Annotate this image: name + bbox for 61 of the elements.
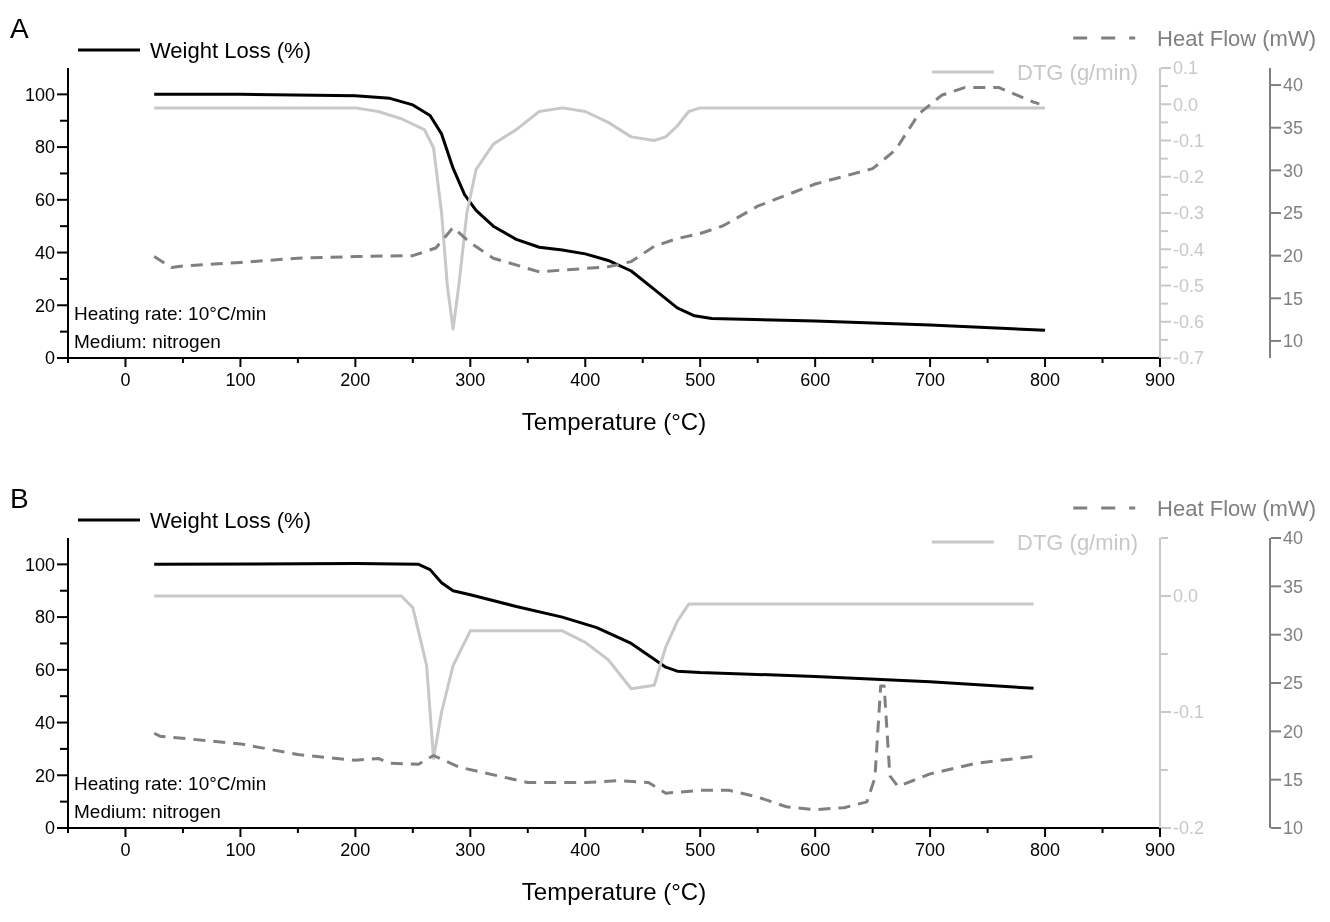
y3-tick-label: 20 xyxy=(1283,721,1304,742)
x-tick-label: 100 xyxy=(225,840,256,860)
x-tick-label: 800 xyxy=(1030,370,1061,390)
x-tick-label: 800 xyxy=(1030,840,1061,860)
line-series xyxy=(152,86,1041,274)
x-tick-label: 700 xyxy=(915,370,946,390)
x-tick-label: 900 xyxy=(1144,370,1176,390)
y-tick-label: 60 xyxy=(34,190,55,211)
x-tick-label: 500 xyxy=(685,370,716,390)
y3-tick-label: 25 xyxy=(1283,673,1304,694)
y3-tick-label: 10 xyxy=(1283,818,1304,839)
y-tick-label: 40 xyxy=(34,242,55,263)
y-tick-label: 0 xyxy=(44,348,55,369)
x-tick-label: 100 xyxy=(225,370,256,390)
x-tick-label: 600 xyxy=(800,840,831,860)
line-series xyxy=(152,594,1036,760)
y-tick-label: 60 xyxy=(34,660,55,681)
y3-tick-label: 40 xyxy=(1283,528,1304,549)
x-tick-label: 200 xyxy=(340,840,371,860)
annotation: Heating rate: 10°C/min xyxy=(74,303,267,324)
y3-tick-label: 20 xyxy=(1283,245,1304,266)
y-tick-label: 80 xyxy=(34,137,55,158)
y-tick-label: 100 xyxy=(24,554,55,575)
x-tick-label: 0 xyxy=(120,840,131,860)
x-tick-label: 400 xyxy=(570,840,601,860)
legend-label: Weight Loss (%) xyxy=(150,38,311,63)
x-tick-label: 300 xyxy=(455,370,486,390)
y3-tick-label: 30 xyxy=(1283,624,1304,645)
x-tick-label: 500 xyxy=(685,840,716,860)
x-tick-label: 900 xyxy=(1144,840,1176,860)
line-series xyxy=(152,562,1036,690)
x-tick-label: 0 xyxy=(120,370,131,390)
x-tick-label: 200 xyxy=(340,370,371,390)
y-tick-label: 40 xyxy=(34,712,55,733)
annotation: Medium: nitrogen xyxy=(74,801,221,822)
x-tick-label: 300 xyxy=(455,840,486,860)
legend-label: Heat Flow (mW) xyxy=(1157,496,1316,521)
legend-label: Weight Loss (%) xyxy=(150,508,311,533)
y-tick-label: 100 xyxy=(24,84,55,105)
y3-tick-label: 30 xyxy=(1283,160,1304,181)
legend-label: Heat Flow (mW) xyxy=(1157,26,1316,51)
y3-tick-label: 15 xyxy=(1283,769,1304,790)
x-tick-label: 700 xyxy=(915,840,946,860)
y-tick-label: 0 xyxy=(44,818,55,839)
x-tick-label: 400 xyxy=(570,370,601,390)
y3-tick-label: 35 xyxy=(1283,576,1304,597)
x-axis-title: Temperature (°C) xyxy=(521,878,707,905)
y-tick-label: 20 xyxy=(34,295,55,316)
y-tick-label: 80 xyxy=(34,607,55,628)
y3-tick-label: 40 xyxy=(1283,75,1304,96)
chart-title: A xyxy=(10,13,29,44)
y3-tick-label: 15 xyxy=(1283,288,1304,309)
annotation: Heating rate: 10°C/min xyxy=(74,773,267,794)
y3-tick-label: 35 xyxy=(1283,118,1304,139)
y3-tick-label: 25 xyxy=(1283,203,1304,224)
y3-tick-label: 10 xyxy=(1283,331,1304,352)
y-tick-label: 20 xyxy=(34,765,55,786)
annotation: Medium: nitrogen xyxy=(74,331,221,352)
x-tick-label: 600 xyxy=(800,370,831,390)
chart-title: B xyxy=(10,483,29,514)
x-axis-title: Temperature (°C) xyxy=(521,408,707,435)
